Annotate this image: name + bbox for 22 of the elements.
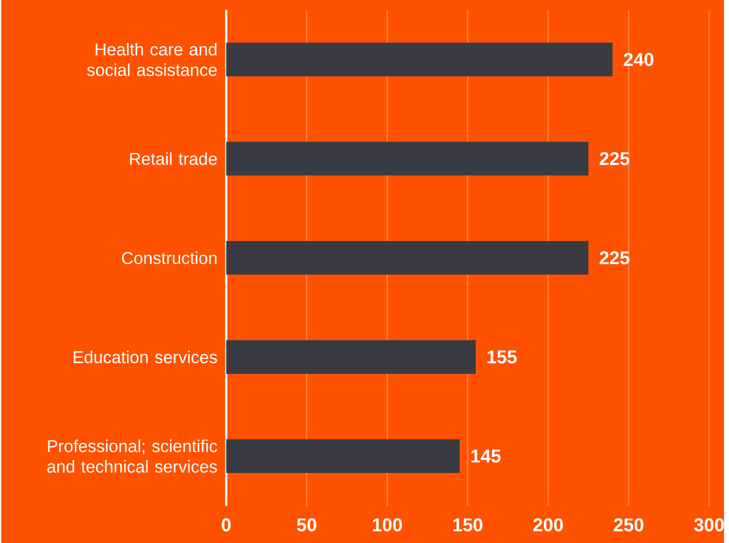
x-tick-label: 250 <box>614 518 644 532</box>
x-tick-label: 50 <box>296 518 316 532</box>
x-tick-label: 150 <box>453 518 482 532</box>
bar <box>226 240 588 274</box>
x-tick-label: 200 <box>533 518 563 532</box>
y-tick-label: Health care and social assistance <box>87 42 217 76</box>
x-tick-label: 300 <box>694 518 724 532</box>
data-label: 240 <box>624 52 654 66</box>
data-label: 225 <box>600 152 630 166</box>
bar <box>226 439 460 473</box>
bar <box>226 340 476 374</box>
bar <box>226 142 588 176</box>
data-label: 155 <box>488 350 517 364</box>
data-label: 145 <box>471 449 501 462</box>
y-tick-label: Retail trade <box>130 152 217 165</box>
y-tick-label: Professional; scientific and technical services <box>47 439 218 472</box>
x-tick-label: 0 <box>222 518 231 532</box>
y-tick-label: Construction <box>122 251 216 264</box>
x-tick-label: 100 <box>372 518 402 532</box>
data-label: 225 <box>600 251 630 264</box>
bar <box>226 42 613 76</box>
y-tick-label: Education services <box>74 350 217 364</box>
